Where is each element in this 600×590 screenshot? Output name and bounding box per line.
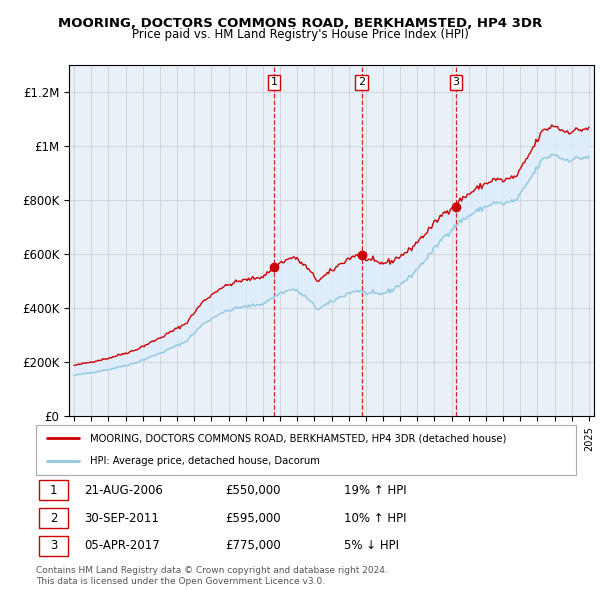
Text: 2: 2 — [358, 77, 365, 87]
Text: 1: 1 — [271, 77, 277, 87]
Text: MOORING, DOCTORS COMMONS ROAD, BERKHAMSTED, HP4 3DR: MOORING, DOCTORS COMMONS ROAD, BERKHAMST… — [58, 17, 542, 30]
Text: 3: 3 — [50, 539, 57, 552]
Text: Contains HM Land Registry data © Crown copyright and database right 2024.: Contains HM Land Registry data © Crown c… — [36, 566, 388, 575]
Text: HPI: Average price, detached house, Dacorum: HPI: Average price, detached house, Daco… — [90, 457, 320, 467]
Text: 30-SEP-2011: 30-SEP-2011 — [85, 512, 160, 525]
Text: This data is licensed under the Open Government Licence v3.0.: This data is licensed under the Open Gov… — [36, 577, 325, 586]
Text: 1: 1 — [50, 484, 58, 497]
Text: 2: 2 — [50, 512, 58, 525]
FancyBboxPatch shape — [39, 480, 68, 500]
Text: 21-AUG-2006: 21-AUG-2006 — [85, 484, 163, 497]
Text: £595,000: £595,000 — [225, 512, 281, 525]
Text: £550,000: £550,000 — [225, 484, 281, 497]
FancyBboxPatch shape — [39, 509, 68, 527]
Text: £775,000: £775,000 — [225, 539, 281, 552]
FancyBboxPatch shape — [39, 536, 68, 556]
Text: 3: 3 — [452, 77, 460, 87]
Text: 05-APR-2017: 05-APR-2017 — [85, 539, 160, 552]
Text: 19% ↑ HPI: 19% ↑ HPI — [344, 484, 406, 497]
Text: 10% ↑ HPI: 10% ↑ HPI — [344, 512, 406, 525]
Text: Price paid vs. HM Land Registry's House Price Index (HPI): Price paid vs. HM Land Registry's House … — [131, 28, 469, 41]
Text: MOORING, DOCTORS COMMONS ROAD, BERKHAMSTED, HP4 3DR (detached house): MOORING, DOCTORS COMMONS ROAD, BERKHAMST… — [90, 433, 506, 443]
Text: 5% ↓ HPI: 5% ↓ HPI — [344, 539, 399, 552]
FancyBboxPatch shape — [36, 425, 576, 475]
